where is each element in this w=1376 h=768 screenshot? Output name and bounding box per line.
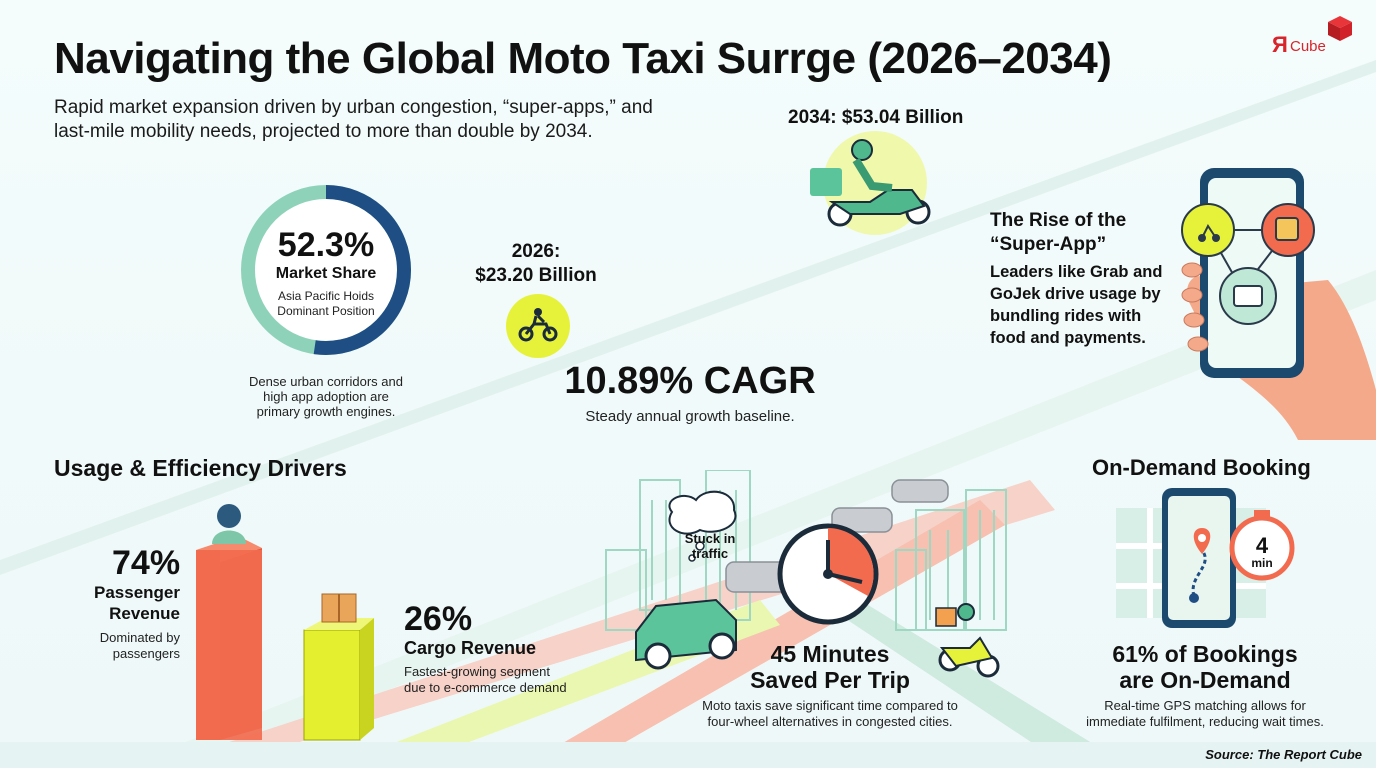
map-phone-icon (1116, 488, 1295, 628)
market-share-note3: primary growth engines. (256, 404, 396, 419)
super-app-title2: “Super-App” (990, 234, 1107, 255)
cagr-value: 10.89% CAGR (564, 360, 816, 402)
passenger-value: 74% (112, 544, 181, 582)
source-credit: Source: The Report Cube (1205, 747, 1362, 762)
page-subtitle: Rapid market expansion driven by urban c… (54, 97, 653, 142)
bubble-line1: Stuck in (684, 531, 736, 546)
timer-unit: min (1251, 556, 1273, 570)
market-share-value: 52.3% (277, 226, 375, 264)
on-demand-note1: Real-time GPS matching allows for (1104, 698, 1306, 713)
cargo-value: 26% (404, 600, 473, 638)
on-demand-stat2: are On-Demand (1119, 667, 1291, 693)
market-share-label: Market Share (275, 265, 377, 282)
on-demand-note2: immediate fulfilment, reducing wait time… (1086, 714, 1324, 729)
cagr-note: Steady annual growth baseline. (585, 408, 795, 425)
time-saved-value1: 45 Minutes (770, 641, 890, 667)
year-2026-value: $23.20 Billion (475, 265, 597, 286)
market-share-sub1: Asia Pacific Hoids (277, 289, 375, 303)
cargo-note2: due to e-commerce demand (404, 680, 567, 695)
traffic-scene (605, 470, 1007, 678)
logo: Я Cube (1268, 14, 1360, 58)
super-app-line1: Leaders like Grab and (990, 263, 1163, 281)
market-share-donut (241, 185, 411, 355)
super-app-line4: food and payments. (990, 329, 1146, 347)
passenger-note2: passengers (112, 646, 180, 661)
passenger-label2: Revenue (109, 604, 180, 623)
timer-value: 4 (1255, 533, 1269, 558)
market-share-note1: Dense urban corridors and (249, 374, 403, 389)
year-2026-label: 2026: (511, 241, 561, 262)
time-saved-note1: Moto taxis save significant time compare… (702, 698, 958, 713)
footer-bar (0, 742, 1376, 768)
delivery-scooter-icon (810, 131, 931, 235)
cube-icon (1328, 16, 1352, 41)
logo-r: Я (1272, 32, 1288, 57)
time-saved-value2: Saved Per Trip (750, 667, 910, 693)
year-2034-label: 2034: $53.04 Billion (788, 107, 964, 128)
bubble-line2: traffic (691, 546, 729, 561)
on-demand-heading: On-Demand Booking (1092, 455, 1311, 480)
super-app-phone-icon (1181, 168, 1376, 440)
logo-cube: Cube (1290, 38, 1326, 55)
super-app-line2: GoJek drive usage by (990, 285, 1161, 303)
usage-heading: Usage & Efficiency Drivers (54, 455, 347, 481)
page-title: Navigating the Global Moto Taxi Surrge (… (54, 34, 1112, 83)
super-app-line3: bundling rides with (990, 307, 1142, 325)
revenue-pillars (196, 504, 374, 741)
passenger-note1: Dominated by (99, 630, 180, 645)
cargo-note1: Fastest-growing segment (404, 664, 550, 679)
scooter-2026-icon (506, 294, 570, 358)
on-demand-stat1: 61% of Bookings (1112, 641, 1298, 667)
market-share-note2: high app adoption are (263, 389, 389, 404)
market-share-sub2: Dominant Position (277, 304, 375, 318)
super-app-title1: The Rise of the (990, 210, 1127, 231)
time-saved-note2: four-wheel alternatives in congested cit… (707, 714, 953, 729)
passenger-label1: Passenger (94, 583, 180, 602)
cargo-label: Cargo Revenue (404, 638, 537, 658)
